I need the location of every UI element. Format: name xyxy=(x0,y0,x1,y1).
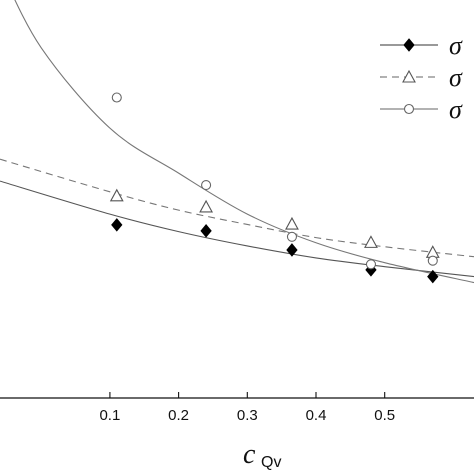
data-point-series-3 xyxy=(201,180,212,191)
legend-marker-series-1 xyxy=(403,38,415,52)
x-tick-label: 0.3 xyxy=(237,407,258,424)
x-axis-label-main: c xyxy=(243,439,256,470)
legend-label-series-3: σ xyxy=(449,95,463,124)
x-axis-ticks: 0.1 0.2 0.3 0.4 0.5 xyxy=(99,392,395,424)
fit-curve-series-2 xyxy=(0,158,474,258)
data-point-series-3 xyxy=(427,255,438,266)
data-point-series-1 xyxy=(286,243,298,257)
legend-label-series-1: σ xyxy=(449,31,463,60)
fit-curve-series-1 xyxy=(0,180,474,278)
data-points xyxy=(109,92,440,284)
data-point-series-2 xyxy=(199,199,214,213)
data-point-series-2 xyxy=(109,188,124,202)
data-point-series-1 xyxy=(200,224,212,238)
fit-curve-series-3 xyxy=(14,0,474,284)
x-tick-label: 0.5 xyxy=(374,407,395,424)
data-point-series-2 xyxy=(285,216,299,230)
legend: σσσ xyxy=(380,31,463,124)
x-tick-label: 0.4 xyxy=(306,407,327,424)
legend-marker-series-2 xyxy=(402,69,416,83)
data-point-series-3 xyxy=(286,231,298,242)
x-axis-label-subscript: Qv xyxy=(261,454,281,471)
data-point-series-3 xyxy=(365,259,377,270)
legend-label-series-2: σ xyxy=(449,63,463,92)
data-point-series-1 xyxy=(111,218,123,232)
data-point-series-2 xyxy=(364,235,378,248)
x-axis-label: c Qv xyxy=(243,439,281,471)
x-tick-label: 0.1 xyxy=(99,407,120,424)
x-axis: 0.1 0.2 0.3 0.4 0.5 xyxy=(0,392,474,424)
legend-marker-series-3 xyxy=(403,103,415,115)
fit-curves xyxy=(0,0,474,284)
data-point-series-1 xyxy=(427,269,439,284)
data-point-series-3 xyxy=(111,92,122,103)
x-tick-label: 0.2 xyxy=(168,407,189,424)
